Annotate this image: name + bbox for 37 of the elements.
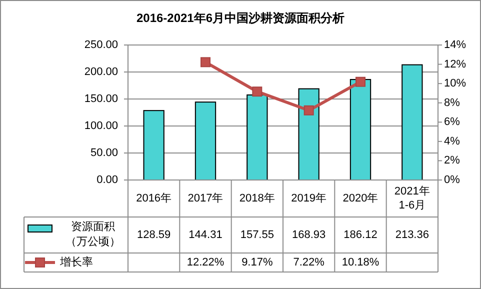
- data-label: 128.59: [137, 229, 171, 241]
- y-tick-label: 0.00: [96, 174, 118, 186]
- x-tick-label: 2021年 1-6月: [394, 186, 430, 212]
- chart-title: 2016-2021年6月中国沙耕资源面积分析: [136, 11, 345, 25]
- point: [252, 86, 262, 97]
- legend-label: 增长率: [59, 256, 93, 268]
- data-label: 157.55: [240, 229, 274, 241]
- x-tick-label: 2017年: [188, 192, 224, 204]
- data-label: 168.93: [292, 229, 326, 241]
- data-label: 213.36: [395, 229, 429, 241]
- data-label: 144.31: [188, 229, 222, 241]
- data-label: 9.17%: [242, 256, 273, 268]
- legend-label: 资源面积（万公顷）: [64, 220, 122, 250]
- y-tick-label: 250.00: [84, 39, 118, 51]
- data-label: 10.18%: [342, 256, 380, 268]
- x-tick-label: 2016年: [136, 192, 172, 204]
- y2-tick-label: 10%: [444, 78, 466, 90]
- y-tick-label: 200.00: [84, 66, 118, 78]
- y-tick-label: 50.00: [90, 147, 118, 159]
- data-label: 7.22%: [293, 256, 325, 268]
- point: [304, 105, 314, 116]
- y2-tick-label: 2%: [444, 154, 460, 167]
- y2-tick-label: 8%: [444, 96, 460, 109]
- y2-tick-label: 12%: [444, 58, 466, 70]
- x-tick-label: 2019年: [291, 192, 327, 204]
- x-tick-label: 2018年: [239, 192, 275, 204]
- x-tick-label: 2020年: [342, 192, 378, 204]
- point: [200, 57, 210, 68]
- y-tick-label: 100.00: [84, 120, 118, 132]
- data-label: 12.22%: [186, 256, 224, 268]
- y2-tick-label: 14%: [444, 39, 466, 51]
- y2-tick-label: 6%: [444, 116, 460, 128]
- point: [356, 76, 366, 87]
- y2-tick-label: 4%: [444, 135, 460, 148]
- data-label: 186.12: [344, 229, 378, 241]
- y2-tick-label: 0%: [444, 174, 460, 186]
- y-tick-label: 150.00: [84, 93, 118, 105]
